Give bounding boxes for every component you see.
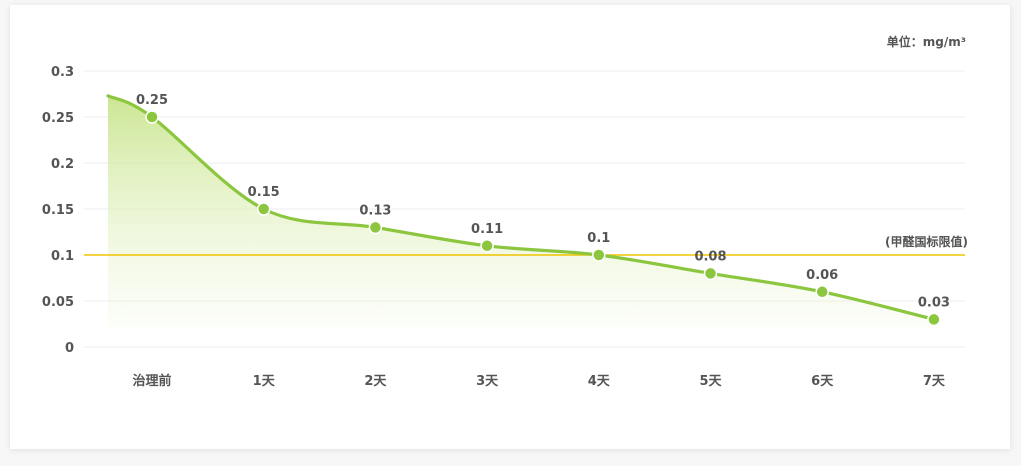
data-label: 0.06 xyxy=(806,268,838,283)
data-label: 0.25 xyxy=(136,93,168,108)
x-tick-label: 7天 xyxy=(923,374,946,389)
y-tick-label: 0.15 xyxy=(42,203,74,218)
y-tick-label: 0.25 xyxy=(42,111,74,126)
y-tick-label: 0.05 xyxy=(42,295,74,310)
data-label: 0.15 xyxy=(248,185,280,200)
area-fill xyxy=(108,95,934,327)
data-point[interactable] xyxy=(145,110,159,124)
x-tick-label: 5天 xyxy=(699,374,722,389)
y-tick-label: 0 xyxy=(65,341,74,356)
data-point[interactable] xyxy=(480,239,494,253)
x-tick-label: 4天 xyxy=(588,374,611,389)
reference-line-label: (甲醛国标限值) xyxy=(885,234,968,249)
data-label: 0.13 xyxy=(359,203,391,218)
x-tick-label: 1天 xyxy=(253,374,276,389)
y-tick-label: 0.3 xyxy=(51,65,74,80)
x-tick-label: 3天 xyxy=(476,374,499,389)
data-label: 0.1 xyxy=(587,231,610,246)
data-point[interactable] xyxy=(368,220,383,235)
unit-label: 单位：mg/m³ xyxy=(887,34,966,49)
data-point[interactable] xyxy=(703,266,718,281)
data-label: 0.08 xyxy=(694,249,726,264)
data-label: 0.03 xyxy=(918,295,950,310)
x-tick-label: 治理前 xyxy=(132,373,171,389)
data-point[interactable] xyxy=(256,202,271,216)
data-point[interactable] xyxy=(815,285,829,299)
y-tick-label: 0.1 xyxy=(51,249,74,264)
data-label: 0.11 xyxy=(471,222,503,237)
data-point[interactable] xyxy=(592,248,606,262)
data-point[interactable] xyxy=(927,312,941,327)
x-tick-label: 2天 xyxy=(364,374,387,389)
y-tick-label: 0.2 xyxy=(51,157,74,172)
x-tick-label: 6天 xyxy=(811,374,834,389)
